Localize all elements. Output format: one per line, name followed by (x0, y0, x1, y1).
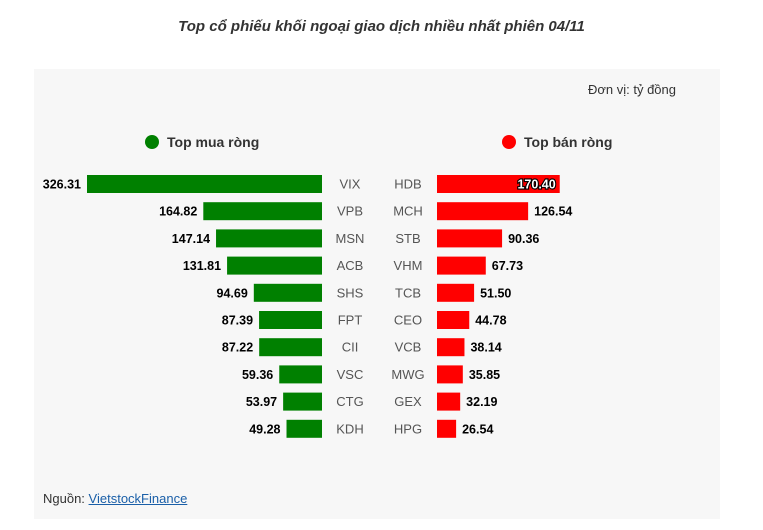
sell-value-label: 44.78 (475, 314, 506, 328)
sell-category-label: VHM (394, 258, 423, 273)
sell-value-label: 26.54 (462, 422, 493, 436)
chart-panel: Đơn vị: tỷ đồng Top mua ròng Top bán ròn… (34, 69, 720, 519)
sell-category-label: VCB (395, 340, 422, 355)
buy-value-label: 49.28 (249, 422, 280, 436)
legend-buy: Top mua ròng (145, 134, 259, 150)
buy-bar (216, 229, 322, 248)
sell-value-label: 38.14 (470, 341, 501, 355)
buy-category-label: VSC (337, 367, 364, 382)
sell-category-label: CEO (394, 313, 422, 328)
buy-bar (227, 256, 322, 275)
legend-sell-label: Top bán ròng (524, 134, 613, 150)
buy-value-label: 53.97 (246, 395, 277, 409)
buy-category-label: CII (342, 340, 359, 355)
buy-value-label: 94.69 (217, 286, 248, 300)
buy-bar (203, 202, 322, 221)
sell-value-label: 90.36 (508, 232, 539, 246)
sell-category-label: HDB (394, 177, 421, 192)
sell-category-label: STB (395, 231, 420, 246)
sell-bar (437, 175, 560, 193)
buy-category-label: ACB (337, 258, 364, 273)
sell-category-label: TCB (395, 285, 421, 300)
sell-bar (437, 419, 457, 438)
sell-value-label: 170.40 (517, 178, 555, 192)
sell-bar (437, 338, 465, 357)
buy-category-label: FPT (338, 313, 363, 328)
buy-value-label: 87.22 (222, 341, 253, 355)
sell-value-label: 67.73 (492, 259, 523, 273)
legend-sell: Top bán ròng (502, 134, 612, 150)
source-prefix: Nguồn: (43, 491, 89, 506)
buy-bar (279, 365, 322, 384)
legend-buy-dot-icon (145, 135, 159, 149)
source-line: Nguồn: VietstockFinance (43, 491, 187, 506)
buy-bar (259, 311, 322, 329)
buy-value-label: 326.31 (43, 178, 81, 192)
buy-category-label: VIX (340, 177, 361, 192)
buy-bar (283, 392, 322, 411)
sell-bar (437, 311, 470, 329)
sell-value-label: 35.85 (469, 368, 500, 382)
buy-category-label: VPB (337, 204, 363, 219)
buy-category-label: KDH (336, 421, 363, 436)
buy-value-label: 87.39 (222, 314, 253, 328)
sell-category-label: GEX (394, 394, 422, 409)
buy-bar (259, 338, 322, 357)
sell-value-label: 126.54 (534, 205, 572, 219)
buy-value-label: 131.81 (183, 259, 221, 273)
buy-bar (253, 283, 322, 302)
buy-value-label: 59.36 (242, 368, 273, 382)
sell-value-label: 51.50 (480, 286, 511, 300)
sell-bar (437, 392, 461, 411)
sell-category-label: MWG (391, 367, 424, 382)
legend-buy-label: Top mua ròng (167, 134, 260, 150)
source-link[interactable]: VietstockFinance (88, 491, 188, 506)
buy-category-label: MSN (336, 231, 365, 246)
sell-bar (437, 229, 503, 248)
buy-value-label: 164.82 (159, 205, 197, 219)
buy-category-label: CTG (336, 394, 363, 409)
unit-label: Đơn vị: tỷ đồng (587, 82, 676, 97)
sell-category-label: HPG (394, 421, 422, 436)
legend-sell-dot-icon (502, 135, 516, 149)
sell-value-label: 32.19 (466, 395, 497, 409)
sell-bar (437, 283, 475, 302)
sell-bar (437, 202, 529, 221)
buy-value-label: 147.14 (172, 232, 210, 246)
sell-category-label: MCH (393, 204, 423, 219)
buy-category-label: SHS (337, 285, 364, 300)
buy-bar (87, 175, 322, 193)
buy-bar (286, 419, 322, 438)
sell-bar (437, 365, 463, 384)
chart-title: Top cổ phiếu khối ngoại giao dịch nhiều … (178, 18, 585, 35)
sell-bar (437, 256, 486, 275)
